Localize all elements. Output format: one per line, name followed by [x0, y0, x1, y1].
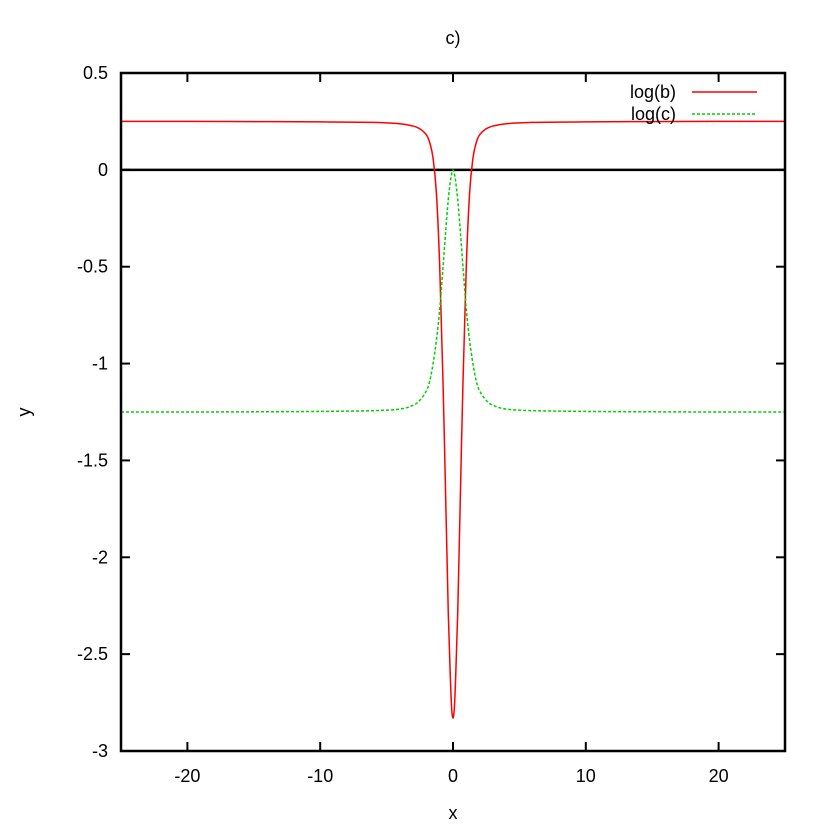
series-line-2 — [121, 169, 785, 413]
x-axis-label: x — [449, 803, 458, 823]
y-tick-label: -0.5 — [77, 257, 108, 277]
x-tick-label: -10 — [307, 766, 333, 786]
x-tick-label: -20 — [174, 766, 200, 786]
y-tick-label: -1 — [92, 354, 108, 374]
legend-label: log(c) — [631, 104, 676, 124]
y-tick-label: 0.5 — [83, 63, 108, 83]
x-tick-label: 0 — [448, 766, 458, 786]
x-tick-label: 10 — [576, 766, 596, 786]
y-axis-label: y — [14, 408, 34, 417]
legend: log(b)log(c) — [630, 82, 757, 124]
y-tick-label: -2.5 — [77, 644, 108, 664]
series-line-1 — [121, 120, 785, 719]
axis-ticks: -20 -10 0 10 20 0.5 0 -0.5 -1 -1.5 -2 -2.5 -3 — [77, 63, 785, 786]
legend-label: log(b) — [630, 82, 676, 102]
y-tick-label: 0 — [98, 160, 108, 180]
x-tick-label: 20 — [709, 766, 729, 786]
plot-area — [121, 120, 785, 719]
y-tick-label: -1.5 — [77, 450, 108, 470]
y-tick-label: -3 — [92, 741, 108, 761]
y-tick-label: -2 — [92, 547, 108, 567]
chart-title: c) — [446, 28, 461, 48]
